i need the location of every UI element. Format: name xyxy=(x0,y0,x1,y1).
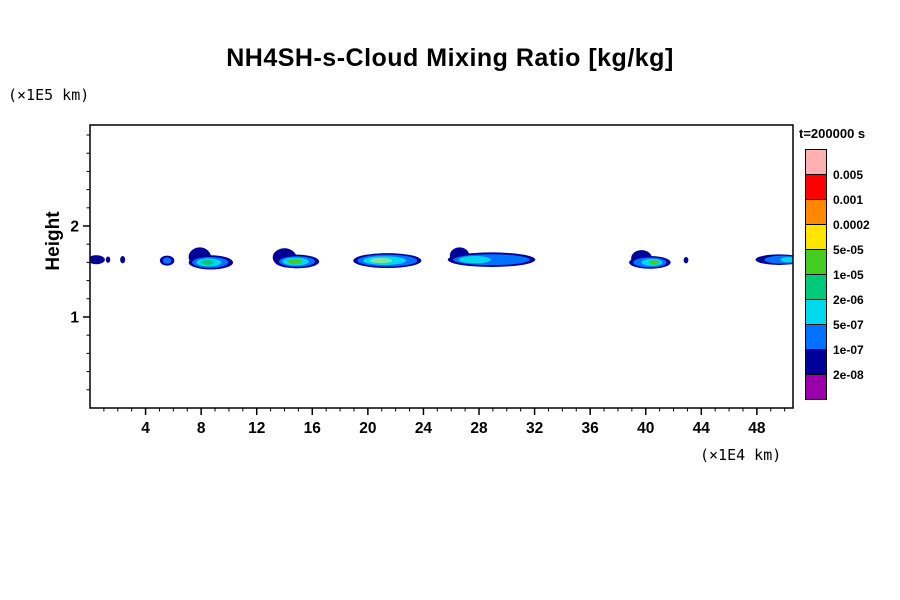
cloud-blob-layer xyxy=(287,258,302,265)
colorbar-cell xyxy=(805,149,827,175)
colorbar-label: 0.0002 xyxy=(833,218,870,232)
x-tick-label: 48 xyxy=(748,420,766,437)
colorbar-label: 1e-07 xyxy=(833,343,864,357)
colorbar-label: 5e-07 xyxy=(833,318,864,332)
cloud-blob-layer xyxy=(369,258,393,264)
colorbar-cell xyxy=(805,324,827,350)
colorbar-cell xyxy=(805,224,827,250)
x-axis-unit: (×1E4 km) xyxy=(700,446,782,464)
colorbar-cell xyxy=(805,274,827,300)
colorbar-label: 1e-05 xyxy=(833,268,864,282)
x-tick-label: 28 xyxy=(470,420,488,437)
colorbar-cell xyxy=(805,199,827,225)
x-tick-label: 44 xyxy=(693,420,711,437)
x-tick-label: 8 xyxy=(197,420,206,437)
x-tick-label: 12 xyxy=(248,420,265,437)
colorbar-time-label: t=200000 s xyxy=(799,126,866,141)
cloud-blob-layer xyxy=(780,256,793,263)
chart-title: NH4SH-s-Cloud Mixing Ratio [kg/kg] xyxy=(226,44,674,72)
y-tick-label: 2 xyxy=(70,219,79,236)
cloud-blob-layer xyxy=(162,257,172,264)
x-tick-label: 20 xyxy=(359,420,376,437)
cloud-layer xyxy=(90,247,793,270)
colorbar-label: 2e-06 xyxy=(833,293,864,307)
x-tick-label: 40 xyxy=(637,420,654,437)
cloud-blob-layer xyxy=(201,259,214,265)
colorbar-legend: t=200000 s 0.005 0.001 0.0002 5e-05 1e-05 2e-… xyxy=(799,126,899,400)
cloud-blob-layer xyxy=(649,260,659,265)
colorbar-cell xyxy=(805,249,827,275)
y-tick-label: 1 xyxy=(70,310,79,327)
colorbar-cell xyxy=(805,374,827,400)
x-tick-label: 36 xyxy=(582,420,600,437)
x-tick-label: 24 xyxy=(415,420,433,437)
cloud-blob-layer xyxy=(120,256,126,264)
colorbar-label: 5e-05 xyxy=(833,243,864,257)
colorbar-cell xyxy=(805,299,827,325)
cloud-blob-layer xyxy=(90,255,105,265)
colorbar-cell xyxy=(805,349,827,375)
colorbar xyxy=(805,149,827,400)
cloud-blob-layer xyxy=(105,256,111,263)
colorbar-cell xyxy=(805,174,827,200)
x-tick-label: 32 xyxy=(526,420,543,437)
colorbar-label: 0.005 xyxy=(833,168,864,182)
x-tick-label: 16 xyxy=(304,420,322,437)
x-tick-label: 4 xyxy=(141,420,150,437)
y-axis-unit: (×1E5 km) xyxy=(8,86,90,104)
cloud-blob-layer xyxy=(683,256,689,264)
plot-frame xyxy=(89,124,794,409)
colorbar-label: 2e-08 xyxy=(833,368,864,382)
colorbar-label: 0.001 xyxy=(833,193,864,207)
cloud-blob-layer xyxy=(458,256,491,264)
